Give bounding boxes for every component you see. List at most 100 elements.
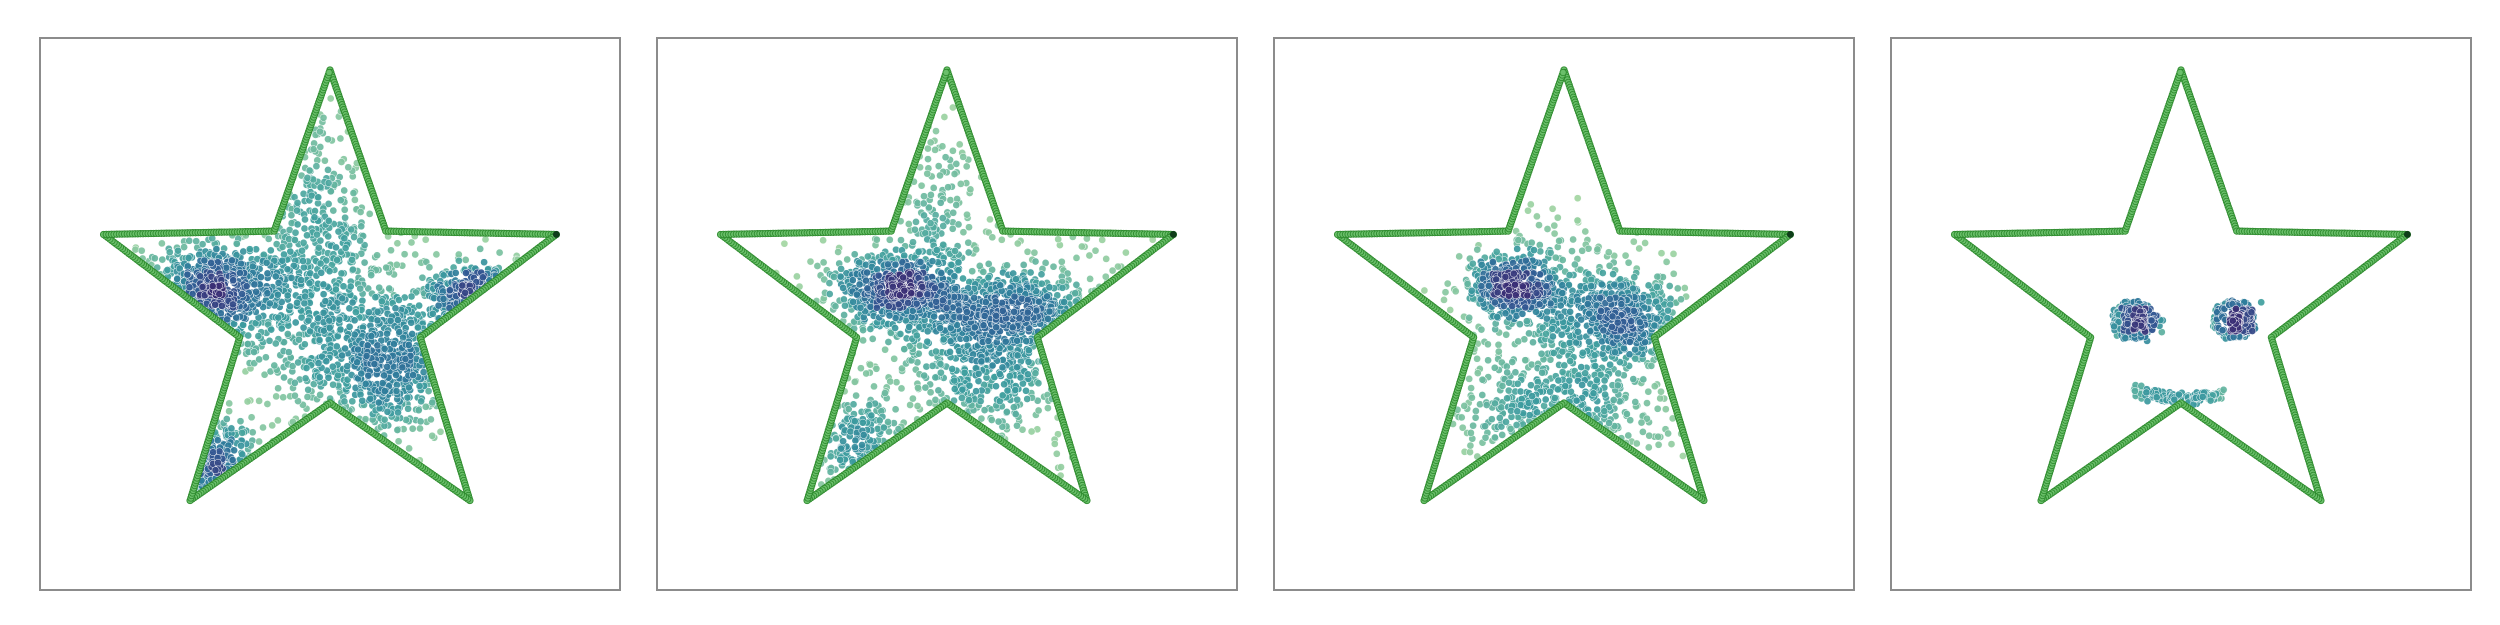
scatter-point: [1060, 298, 1068, 306]
scatter-point: [404, 341, 413, 349]
scatter-point: [481, 235, 490, 244]
scatter-point: [932, 297, 940, 306]
scatter-point: [1086, 275, 1094, 283]
scatter-point: [480, 258, 488, 267]
scatter-point: [394, 408, 402, 417]
scatter-point: [242, 282, 251, 291]
scatter-point: [349, 265, 357, 274]
scatter-point: [335, 315, 344, 324]
scatter-point: [929, 184, 938, 192]
scatter-point: [1031, 257, 1040, 266]
scatter-point: [316, 127, 324, 136]
scatter-point: [407, 292, 416, 301]
scatter-point: [316, 391, 324, 399]
scatter-point: [395, 296, 403, 304]
scatter-point: [357, 222, 366, 231]
scatter-point: [358, 396, 367, 405]
scatter-point: [942, 304, 951, 312]
scatter-point: [905, 270, 914, 278]
scatter-point: [968, 267, 977, 276]
scatter-point: [859, 326, 867, 334]
scatter-point: [938, 142, 947, 151]
scatter-point: [421, 402, 430, 411]
scatter-point: [373, 341, 382, 350]
scatter-point: [428, 398, 437, 407]
scatter-point: [858, 418, 867, 427]
scatter-point: [411, 250, 420, 259]
scatter-point: [273, 290, 282, 299]
scatter-point: [267, 325, 276, 334]
scatter-point: [939, 240, 948, 249]
scatter-point: [873, 303, 881, 312]
scatter-point: [912, 218, 920, 226]
scatter-point: [436, 427, 445, 436]
scatter-point: [896, 330, 905, 338]
scatter-point: [1037, 279, 1046, 288]
scatter-point: [407, 238, 416, 247]
scatter-point: [923, 327, 932, 336]
scatter-point: [837, 444, 845, 453]
scatter-point: [884, 302, 893, 311]
scatter-point: [316, 183, 325, 192]
scatter-point: [244, 331, 253, 340]
scatter-point: [338, 351, 346, 360]
scatter-point: [380, 415, 389, 424]
scatter-point: [283, 330, 292, 338]
scatter-point: [319, 280, 328, 289]
scatter-point: [1058, 283, 1067, 292]
scatter-point: [923, 337, 932, 346]
scatter-point: [421, 235, 430, 244]
scatter-point: [994, 417, 1003, 426]
scatter-point: [924, 155, 932, 163]
scatter-point: [872, 364, 881, 373]
scatter-point: [367, 332, 376, 340]
scatter-point: [254, 332, 263, 340]
scatter-point: [416, 417, 425, 426]
scatter-point: [950, 170, 959, 178]
scatter-point: [290, 379, 299, 387]
scatter-point: [850, 378, 859, 386]
scatter-point: [870, 382, 878, 391]
scatter-point: [416, 424, 424, 433]
scatter-point: [344, 163, 353, 172]
scatter-point: [873, 265, 882, 274]
scatter-point: [825, 290, 834, 298]
scatter-point: [305, 279, 314, 288]
scatter-point: [907, 289, 916, 298]
scatter-point: [305, 166, 314, 175]
scatter-point: [329, 206, 338, 215]
scatter-point: [277, 324, 286, 333]
scatter-point: [324, 135, 332, 144]
scatter-point: [926, 219, 935, 228]
scatter-point: [855, 280, 864, 289]
scatter-point: [853, 290, 861, 299]
scatter-point: [998, 363, 1007, 372]
scatter-point: [393, 426, 402, 434]
scatter-point: [946, 196, 955, 204]
scatter-point: [937, 368, 945, 377]
scatter-point: [385, 284, 394, 293]
scatter-point: [383, 362, 391, 371]
scatter-point: [836, 455, 845, 464]
scatter-point: [462, 269, 470, 277]
scatter-point: [279, 393, 288, 402]
scatter-point: [303, 393, 312, 401]
scatter-point: [977, 357, 986, 366]
scatter-point: [228, 456, 237, 464]
scatter-point: [461, 256, 470, 264]
scatter-point: [386, 316, 395, 325]
scatter-point: [940, 113, 949, 121]
scatter-point: [419, 368, 428, 376]
scatter-point: [398, 363, 407, 372]
scatter-point: [417, 397, 425, 406]
scatter-point: [314, 193, 323, 202]
scatter-point: [262, 353, 270, 362]
scatter-point: [875, 416, 884, 425]
scatter-point: [1052, 449, 1061, 458]
scatter-point: [884, 338, 893, 346]
scatter-point: [864, 252, 872, 261]
scatter-point: [361, 380, 370, 388]
scatter-point: [948, 365, 957, 373]
scatter-point: [291, 391, 299, 400]
scatter-point: [315, 243, 323, 252]
